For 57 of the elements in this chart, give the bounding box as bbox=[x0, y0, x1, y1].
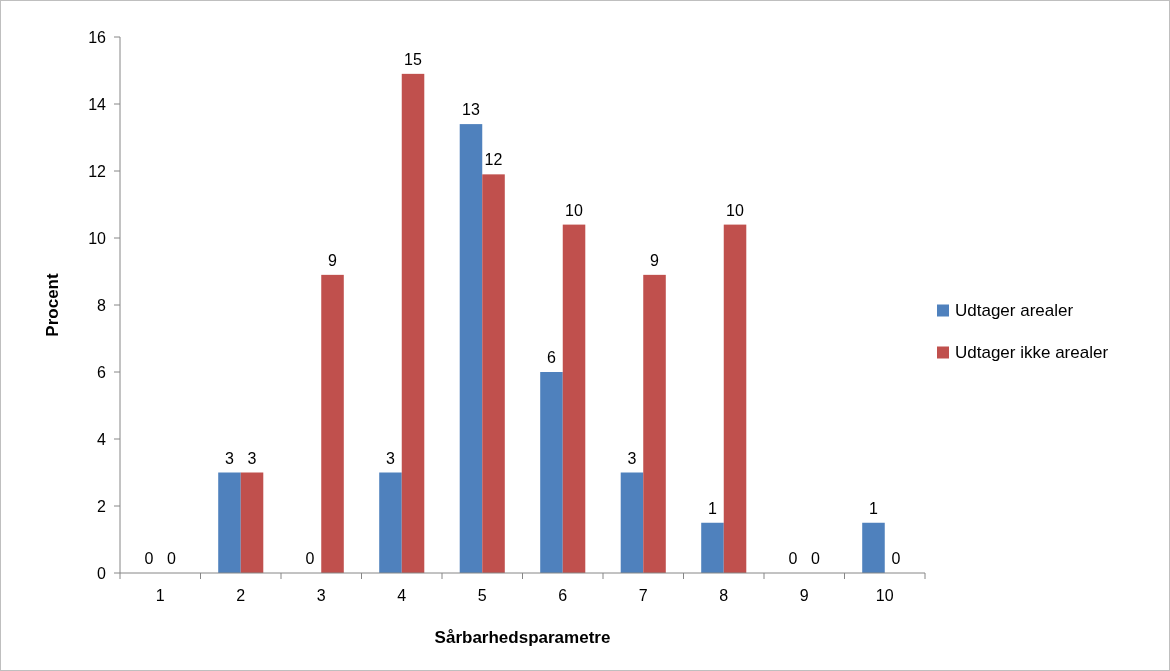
x-tick-label: 3 bbox=[316, 587, 326, 604]
bar bbox=[459, 124, 483, 573]
legend-label: Udtager ikke arealer bbox=[955, 343, 1109, 363]
x-tick-label: 5 bbox=[477, 587, 487, 604]
x-axis-title: Sårbarhedsparametre bbox=[434, 628, 611, 647]
y-tick-label: 16 bbox=[88, 28, 107, 46]
bar bbox=[723, 224, 747, 573]
y-tick-label: 2 bbox=[97, 497, 107, 515]
data-label: 12 bbox=[484, 151, 503, 169]
data-label: 6 bbox=[547, 349, 557, 366]
data-label: 0 bbox=[144, 550, 154, 567]
bar bbox=[562, 224, 586, 573]
data-label: 1 bbox=[708, 499, 718, 517]
x-tick-label: 4 bbox=[397, 587, 407, 604]
data-label: 1 bbox=[869, 499, 879, 517]
bar bbox=[701, 522, 724, 573]
bar bbox=[482, 174, 505, 573]
data-label: 0 bbox=[891, 550, 901, 567]
y-axis-title: Procent bbox=[43, 273, 62, 337]
y-tick-label: 10 bbox=[88, 229, 107, 247]
x-tick-label: 7 bbox=[638, 587, 648, 604]
data-label: 3 bbox=[247, 449, 257, 467]
bar bbox=[379, 472, 402, 573]
bar bbox=[401, 73, 425, 573]
data-label: 10 bbox=[726, 201, 745, 219]
y-tick-label: 12 bbox=[88, 162, 107, 180]
data-label: 3 bbox=[225, 449, 235, 467]
data-label: 0 bbox=[811, 550, 821, 567]
bar bbox=[218, 472, 241, 573]
data-label: 0 bbox=[788, 550, 798, 567]
bar bbox=[643, 274, 666, 573]
data-label: 0 bbox=[167, 550, 177, 567]
bar bbox=[540, 372, 563, 573]
x-tick-label: 10 bbox=[875, 587, 894, 604]
y-tick-label: 8 bbox=[97, 296, 107, 314]
y-tick-label: 6 bbox=[97, 363, 107, 381]
x-tick-label: 6 bbox=[558, 587, 568, 604]
data-label: 10 bbox=[565, 201, 584, 219]
bar bbox=[862, 522, 885, 573]
data-label: 15 bbox=[404, 50, 423, 68]
y-tick-label: 14 bbox=[88, 95, 107, 113]
y-tick-label: 4 bbox=[97, 430, 107, 448]
x-tick-label: 8 bbox=[719, 587, 729, 604]
data-label: 13 bbox=[462, 101, 480, 119]
bar bbox=[240, 472, 264, 573]
legend-label: Udtager arealer bbox=[955, 301, 1074, 321]
data-label: 9 bbox=[328, 251, 338, 269]
y-tick-label: 0 bbox=[97, 564, 107, 582]
bar bbox=[620, 472, 644, 573]
x-tick-label: 9 bbox=[799, 587, 809, 604]
data-label: 9 bbox=[650, 251, 660, 269]
data-label: 0 bbox=[305, 550, 315, 567]
x-tick-label: 2 bbox=[236, 587, 246, 604]
data-label: 3 bbox=[386, 449, 396, 467]
bar bbox=[321, 274, 344, 573]
data-label: 3 bbox=[627, 449, 637, 467]
x-tick-label: 1 bbox=[155, 587, 165, 604]
